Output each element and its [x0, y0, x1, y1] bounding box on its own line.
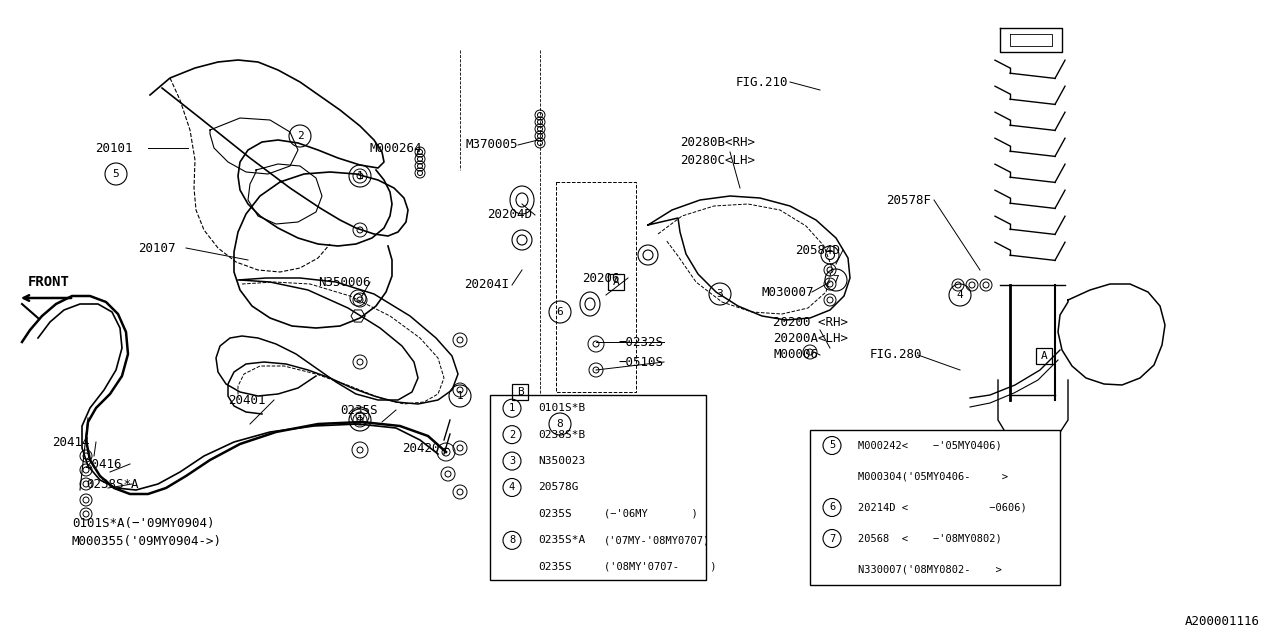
Text: 20401: 20401	[228, 394, 265, 406]
Text: A: A	[613, 277, 620, 287]
Text: 20204D: 20204D	[486, 209, 532, 221]
Text: 20568  <    −'08MY0802): 20568 < −'08MY0802)	[858, 534, 1002, 543]
Text: 20584D: 20584D	[795, 243, 840, 257]
Text: 20200 <RH>: 20200 <RH>	[773, 317, 849, 330]
Text: FIG.210: FIG.210	[736, 76, 788, 88]
Text: 1: 1	[357, 171, 364, 181]
Text: 0238S*A: 0238S*A	[86, 477, 138, 490]
Text: 1: 1	[509, 403, 515, 413]
Text: 7: 7	[832, 275, 840, 285]
Text: 20214D <             −0606): 20214D < −0606)	[858, 502, 1027, 513]
Text: 2: 2	[509, 429, 515, 440]
Text: 20578G: 20578G	[538, 483, 579, 493]
Text: 0235S: 0235S	[538, 509, 572, 519]
Text: N350023: N350023	[538, 456, 585, 466]
Text: 20206: 20206	[582, 271, 620, 285]
Text: M000355('09MY0904->): M000355('09MY0904->)	[72, 536, 221, 548]
Text: 20200A<LH>: 20200A<LH>	[773, 332, 849, 344]
Text: 0101S*B: 0101S*B	[538, 403, 585, 413]
Text: 0101S*A(−'09MY0904): 0101S*A(−'09MY0904)	[72, 518, 215, 531]
Text: 5: 5	[113, 169, 119, 179]
Text: FRONT: FRONT	[28, 275, 70, 289]
Text: 1: 1	[357, 415, 364, 425]
Text: 20578F: 20578F	[886, 193, 931, 207]
Text: 0235S: 0235S	[340, 403, 378, 417]
Text: −0510S: −0510S	[618, 355, 663, 369]
Text: 5: 5	[829, 440, 835, 451]
Text: 0235S*A: 0235S*A	[538, 535, 585, 545]
Text: 20280B<RH>: 20280B<RH>	[680, 136, 755, 148]
Text: 6: 6	[557, 307, 563, 317]
Text: 20204I: 20204I	[465, 278, 509, 291]
Text: N350006: N350006	[317, 275, 370, 289]
Text: ('08MY'0707-     ): ('08MY'0707- )	[604, 562, 717, 572]
Text: 2: 2	[297, 131, 303, 141]
Bar	[512, 384, 529, 400]
Text: 20414: 20414	[52, 435, 90, 449]
Text: 3: 3	[509, 456, 515, 466]
Text: FIG.280: FIG.280	[870, 349, 923, 362]
Text: M030007: M030007	[762, 285, 814, 298]
Text: M000264: M000264	[370, 141, 422, 154]
Text: 4: 4	[956, 290, 964, 300]
Text: (−'06MY       ): (−'06MY )	[604, 509, 698, 519]
Text: 3: 3	[717, 289, 723, 299]
Text: M370005: M370005	[466, 138, 518, 152]
Text: 20280C<LH>: 20280C<LH>	[680, 154, 755, 166]
Text: A: A	[1041, 351, 1047, 361]
Text: 8: 8	[509, 535, 515, 545]
Text: 20107: 20107	[138, 241, 175, 255]
Bar	[608, 274, 625, 290]
Text: 20416: 20416	[84, 458, 122, 470]
Text: M000242<    −'05MY0406): M000242< −'05MY0406)	[858, 440, 1002, 451]
Text: ('07MY-'08MY0707): ('07MY-'08MY0707)	[604, 535, 710, 545]
Text: 20420: 20420	[402, 442, 439, 454]
Text: 8: 8	[557, 419, 563, 429]
Text: M00006: M00006	[773, 349, 818, 362]
Text: 7: 7	[829, 534, 835, 543]
Bar	[810, 430, 1060, 585]
Text: 1: 1	[457, 391, 463, 401]
Text: 20101: 20101	[95, 141, 133, 154]
Text: A200001116: A200001116	[1185, 615, 1260, 628]
Text: −0232S: −0232S	[618, 335, 663, 349]
Bar	[1036, 348, 1052, 364]
Bar	[490, 395, 707, 580]
Text: N330007('08MY0802-    >: N330007('08MY0802- >	[858, 564, 1002, 575]
Text: M000304('05MY0406-     >: M000304('05MY0406- >	[858, 472, 1009, 481]
Text: 6: 6	[829, 502, 835, 513]
Text: 0238S*B: 0238S*B	[538, 429, 585, 440]
Text: 4: 4	[509, 483, 515, 493]
Text: B: B	[517, 387, 524, 397]
Text: 0235S: 0235S	[538, 562, 572, 572]
